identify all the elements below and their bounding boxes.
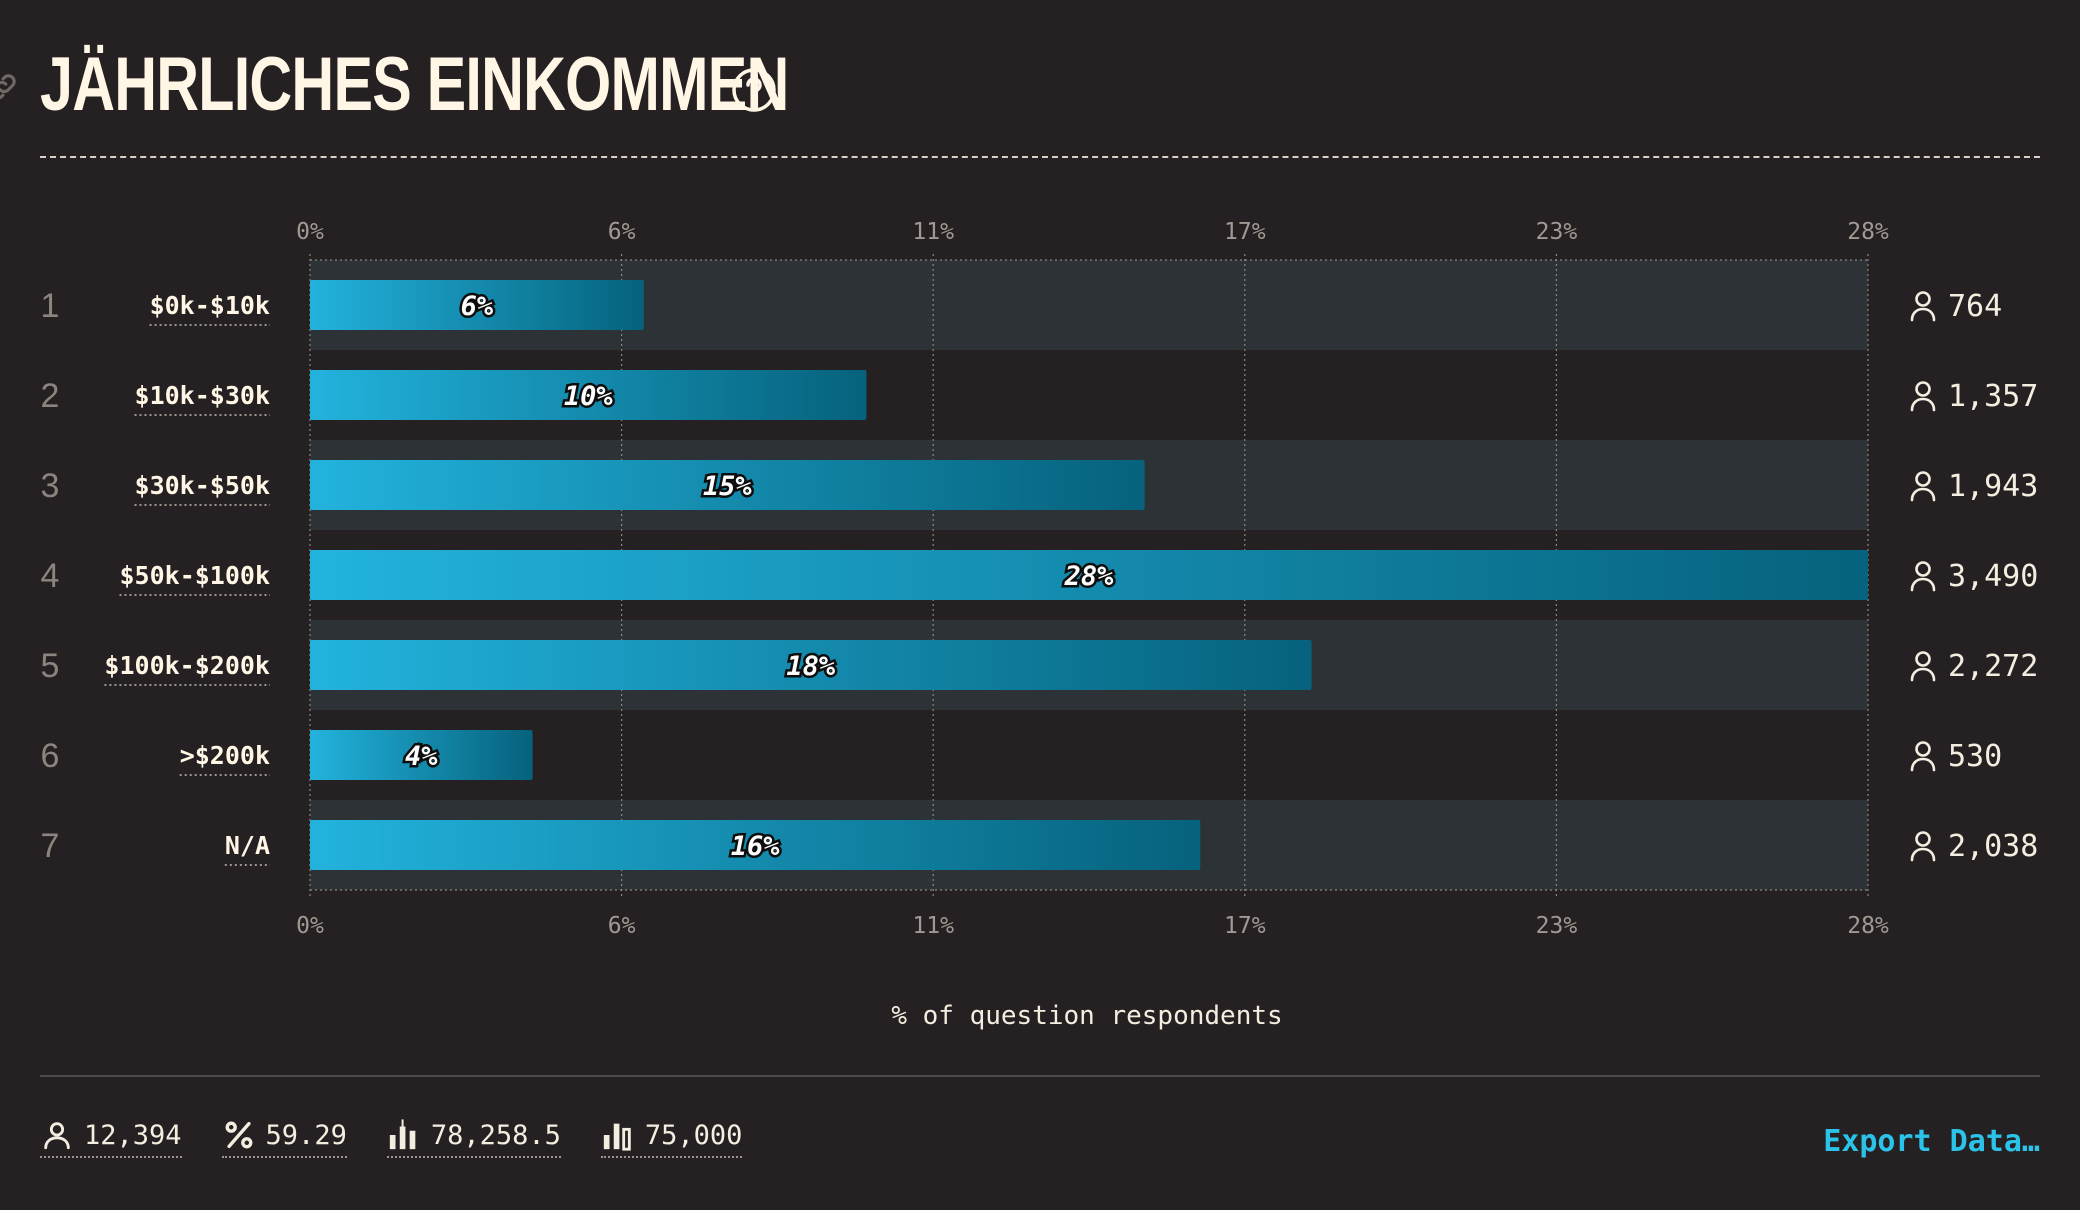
stat-mode[interactable]: 75,000 (600, 1118, 743, 1158)
x-axis-label: % of question respondents (891, 1001, 1282, 1031)
bar[interactable] (310, 280, 644, 330)
link-icon[interactable] (0, 70, 20, 104)
row-rank: 5 (41, 647, 60, 685)
x-tick-label-bottom: 0% (296, 913, 324, 939)
stat-median-value: 78,258.5 (430, 1119, 561, 1151)
respondent-count: 2,038 (1948, 829, 2038, 864)
user-icon (1910, 561, 1936, 592)
title-divider (40, 156, 2040, 158)
x-tick-label-bottom: 17% (1224, 913, 1266, 939)
x-tick-label-top: 11% (912, 219, 954, 245)
stat-respondents-value: 12,394 (84, 1119, 182, 1151)
x-tick-label-bottom: 11% (912, 913, 954, 939)
row-rank: 6 (41, 737, 60, 775)
category-label[interactable]: N/A (225, 831, 270, 860)
user-icon (1910, 741, 1936, 772)
row-rank: 2 (41, 377, 60, 415)
summary-stats: 12,394 59.29 78,258.5 75,000 (40, 1118, 743, 1158)
x-tick-label-top: 28% (1847, 219, 1889, 245)
x-tick-label-top: 6% (608, 219, 636, 245)
x-tick-label-top: 23% (1536, 219, 1578, 245)
stat-respondents[interactable]: 12,394 (40, 1118, 182, 1158)
footer-divider (40, 1075, 2040, 1077)
user-icon (1910, 291, 1936, 322)
bar-value-label: 28% (1064, 561, 1115, 592)
category-label[interactable]: $0k-$10k (150, 291, 270, 320)
user-icon (1910, 831, 1936, 862)
bar-value-label: 15% (703, 471, 753, 502)
bar[interactable] (310, 820, 1201, 870)
bar-value-label: 16% (731, 831, 781, 862)
stat-percent-value: 59.29 (265, 1119, 347, 1151)
row-rank: 3 (41, 467, 60, 505)
category-label[interactable]: $50k-$100k (119, 561, 270, 590)
x-tick-label-top: 0% (296, 219, 324, 245)
percent-icon (225, 1121, 253, 1149)
help-icon[interactable] (730, 66, 778, 114)
bars-icon (603, 1123, 631, 1151)
x-tick-label-top: 17% (1224, 219, 1266, 245)
respondent-count: 1,943 (1948, 469, 2038, 504)
x-tick-label-bottom: 6% (608, 913, 636, 939)
user-icon (44, 1122, 70, 1150)
respondent-count: 764 (1948, 289, 2002, 324)
category-label[interactable]: $100k-$200k (104, 651, 270, 680)
bar-value-label: 4% (405, 741, 438, 772)
stat-mode-value: 75,000 (644, 1119, 743, 1151)
row-rank: 1 (41, 287, 60, 325)
respondent-count: 3,490 (1948, 559, 2038, 594)
bar[interactable] (310, 550, 1868, 600)
bar-value-label: 18% (786, 651, 836, 682)
bar[interactable] (310, 460, 1145, 510)
bar[interactable] (310, 370, 867, 420)
category-label[interactable]: >$200k (180, 741, 270, 770)
bar-value-label: 6% (461, 291, 494, 322)
respondent-count: 2,272 (1948, 649, 2038, 684)
row-rank: 7 (41, 827, 60, 865)
median-bars-icon (389, 1119, 416, 1150)
category-label[interactable]: $10k-$30k (135, 381, 270, 410)
row-rank: 4 (41, 557, 60, 595)
respondent-count: 1,357 (1948, 379, 2038, 414)
export-data-button[interactable]: Export Data… (1823, 1124, 2040, 1159)
respondent-count: 530 (1948, 739, 2002, 774)
user-icon (1910, 381, 1936, 412)
stat-percent[interactable]: 59.29 (221, 1118, 347, 1158)
category-label[interactable]: $30k-$50k (135, 471, 270, 500)
bar[interactable] (310, 730, 533, 780)
stat-median[interactable]: 78,258.5 (386, 1118, 561, 1158)
user-icon (1910, 651, 1936, 682)
bar-chart: 6%10%15%28%18%4%16% 0% 6% 11% 17% 23% 28% 0% 6… (41, 219, 2039, 1031)
page-title: JÄHRLICHES EINKOMMEN (40, 42, 789, 127)
user-icon (1910, 471, 1936, 502)
x-tick-label-bottom: 28% (1847, 913, 1889, 939)
bar[interactable] (310, 640, 1312, 690)
bar-value-label: 10% (564, 381, 614, 412)
x-tick-label-bottom: 23% (1536, 913, 1578, 939)
